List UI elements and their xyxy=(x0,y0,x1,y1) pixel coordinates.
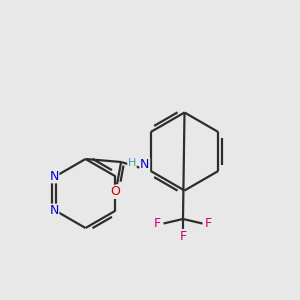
Text: F: F xyxy=(179,230,187,243)
Text: F: F xyxy=(154,217,161,230)
Text: N: N xyxy=(50,204,59,217)
Text: H: H xyxy=(128,158,136,168)
Text: N: N xyxy=(50,170,59,183)
Text: N: N xyxy=(140,158,150,171)
Text: F: F xyxy=(205,217,212,230)
Text: O: O xyxy=(111,185,121,198)
